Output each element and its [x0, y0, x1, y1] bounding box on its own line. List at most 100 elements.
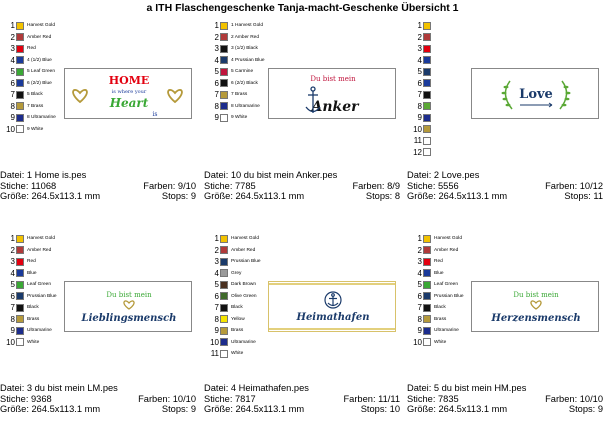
color-index: 7	[214, 90, 219, 100]
color-swatch	[423, 280, 431, 289]
color-swatch	[16, 338, 24, 347]
anchor-icon	[305, 86, 321, 113]
color-name: Leaf Green	[434, 282, 459, 288]
color-name: Amber Red	[27, 247, 52, 253]
color-name: Amber Red	[231, 247, 256, 253]
palette-row: 3 Red	[413, 256, 464, 268]
color-index: 6	[417, 291, 422, 301]
stitch-count: Stiche: 9368	[0, 393, 52, 404]
color-palette: 1 2 3 4 5 6 7 8 9 10 11 12	[413, 20, 434, 158]
palette-row: 2	[413, 32, 434, 44]
color-name: Black	[27, 305, 39, 311]
color-index: 11	[210, 349, 219, 359]
palette-row: 1	[413, 20, 434, 32]
palette-row: 8 Brass	[6, 314, 57, 326]
color-swatch	[220, 349, 228, 358]
palette-row: 4 4 (1/2) Blue	[6, 55, 56, 67]
design-size: Größe: 264.5x113.1 mm	[407, 404, 508, 415]
palette-row: 6 6 (2/2) Black	[210, 78, 265, 90]
color-swatch	[423, 21, 431, 30]
color-name: 7 Brass	[231, 92, 248, 98]
palette-row: 5 Leaf Green	[6, 279, 57, 291]
color-swatch	[16, 280, 24, 289]
color-index: 1	[417, 21, 422, 31]
color-index: 6	[214, 78, 219, 88]
stop-count: Stops: 10	[360, 404, 400, 415]
color-swatch	[220, 21, 228, 30]
color-swatch	[423, 234, 431, 243]
color-swatch	[16, 21, 24, 30]
design-text-2: Herzensmensch	[490, 313, 580, 324]
file-info: Datei: 1 Home is.pes Stiche: 11068 Farben…	[0, 170, 196, 202]
color-name: Grey	[231, 270, 242, 276]
heimathafen-design: Heimathafen	[296, 291, 369, 323]
color-name: Brass	[434, 316, 447, 322]
palette-row: 3 Prussian Blue	[210, 256, 261, 268]
color-index: 5	[214, 67, 219, 77]
design-size: Größe: 264.5x113.1 mm	[0, 191, 101, 202]
stitch-count: Stiche: 11068	[0, 180, 57, 191]
color-swatch	[220, 257, 228, 266]
color-index: 2	[10, 32, 15, 42]
color-swatch	[423, 257, 431, 266]
page-title: a ITH Flaschengeschenke Tanja-macht-Gesc…	[146, 2, 459, 14]
color-index: 6	[10, 291, 15, 301]
color-name: Black	[434, 305, 446, 311]
color-index: 8	[10, 314, 15, 324]
color-index: 7	[10, 303, 15, 313]
color-name: Amber Red	[434, 247, 459, 253]
design-card-home: 1 Harvest Gold 2 Amber Red 3 Red 4 4 (1/2) Blue…	[0, 8, 200, 218]
palette-row: 1 Harvest Gold	[6, 20, 56, 32]
color-name: Prussian Blue	[231, 259, 261, 265]
color-name: Olive Green	[231, 293, 257, 299]
design-text-2: Anker	[309, 99, 360, 115]
color-swatch	[16, 315, 24, 324]
color-index: 11	[413, 136, 422, 146]
stitch-count: Stiche: 5556	[407, 180, 459, 191]
file-name: Datei: 3 du bist mein LM.pes	[0, 383, 118, 393]
color-palette: 1 Harvest Gold 2 Amber Red 3 Red 4 Blue 5 Leaf Gr…	[413, 233, 464, 348]
palette-row: 6 6 (2/2) Blue	[6, 78, 56, 90]
color-swatch	[423, 148, 431, 157]
color-index: 10	[6, 337, 15, 347]
design-text-1: Du bist mein	[310, 75, 356, 83]
color-swatch	[16, 44, 24, 53]
color-swatch	[220, 90, 228, 99]
color-swatch	[16, 56, 24, 65]
color-count: Farben: 11/11	[343, 393, 400, 404]
palette-row: 2 Amber Red	[6, 245, 57, 257]
color-index: 12	[413, 147, 422, 157]
color-swatch	[16, 257, 24, 266]
design-text-3: Heart	[109, 96, 149, 110]
palette-row: 2 Amber Red	[413, 245, 464, 257]
color-name: Red	[434, 259, 443, 265]
color-swatch	[16, 246, 24, 255]
color-name: 4 (1/2) Blue	[27, 57, 52, 63]
color-index: 2	[417, 32, 422, 42]
color-index: 1	[10, 234, 15, 244]
color-index: 4	[10, 55, 15, 65]
color-swatch	[220, 315, 228, 324]
heart-icon	[530, 300, 542, 310]
color-name: Prussian Blue	[434, 293, 464, 299]
color-swatch	[220, 280, 228, 289]
color-index: 7	[10, 90, 15, 100]
color-name: Dark Brown	[231, 282, 257, 288]
palette-row: 8 7 Brass	[6, 101, 56, 113]
palette-row: 8 Yellow	[210, 314, 261, 326]
file-name: Datei: 10 du bist mein Anker.pes	[204, 170, 338, 180]
color-count: Farben: 10/10	[138, 393, 196, 404]
color-swatch	[16, 303, 24, 312]
color-swatch	[423, 326, 431, 335]
color-index: 1	[417, 234, 422, 244]
color-name: Red	[27, 46, 36, 52]
color-swatch	[16, 234, 24, 243]
color-swatch	[220, 338, 228, 347]
palette-row: 9 Ultramarine	[413, 325, 464, 337]
color-name: 8 Ultramarine	[27, 115, 56, 121]
color-index: 8	[10, 101, 15, 111]
file-info: Datei: 10 du bist mein Anker.pes Stiche:…	[204, 170, 400, 202]
color-index: 5	[214, 280, 219, 290]
palette-row: 5	[413, 66, 434, 78]
design-preview: Du bist mein Lieblingsmensch	[64, 281, 192, 332]
